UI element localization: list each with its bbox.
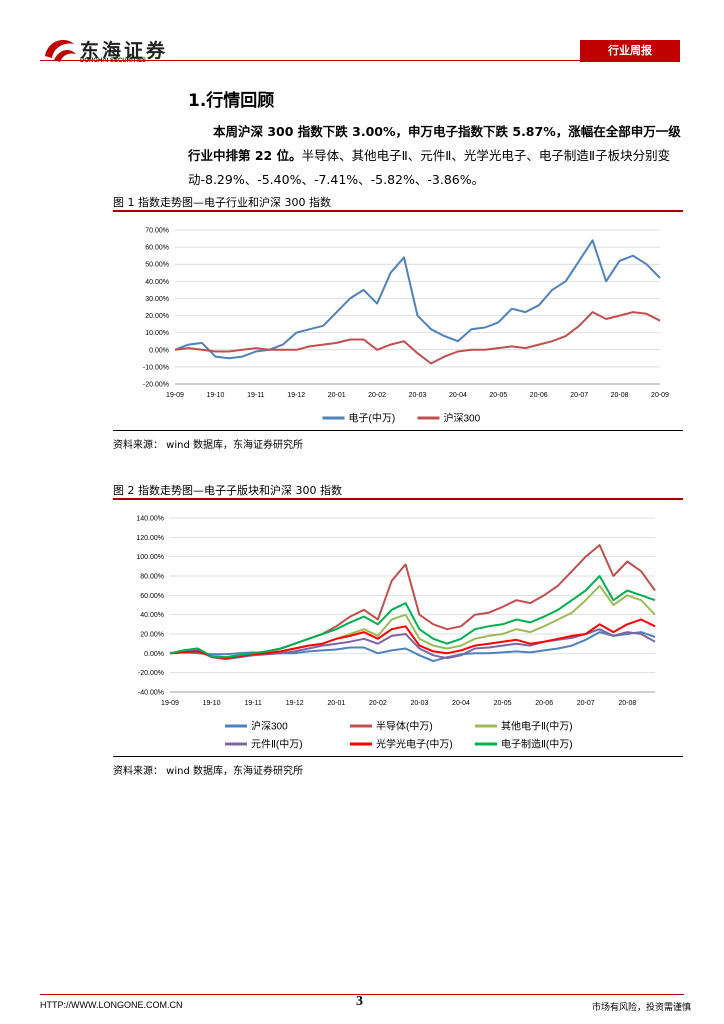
source-rule [113, 756, 683, 757]
x-tick-label: 20-08 [611, 392, 629, 399]
legend-label: 光学光电子(中万) [376, 738, 453, 751]
footer-url: HTTP://WWW.LONGONE.COM.CN [40, 1000, 183, 1010]
figure-source: 资料来源： wind 数据库，东海证券研究所 [113, 766, 303, 777]
series-line [174, 311, 661, 365]
series-line [169, 631, 656, 663]
x-tick-label: 20-05 [489, 392, 507, 399]
legend-label: 元件Ⅱ(中万) [251, 738, 303, 751]
y-tick-label: 30.00% [145, 296, 169, 303]
y-tick-label: 0.00% [149, 347, 169, 354]
y-tick-label: 60.00% [145, 245, 169, 252]
source-rule [113, 430, 683, 431]
y-tick-label: 120.00% [136, 535, 164, 542]
paragraph-normal: 半导体、其他电子Ⅱ、元件Ⅱ、光学光电子、电子制造Ⅱ子板块分别变动-8.29%、-… [188, 148, 671, 187]
y-tick-label: 60.00% [140, 593, 164, 600]
logo-icon [45, 40, 76, 62]
caption-rule [113, 498, 683, 500]
x-tick-label: 19-11 [244, 700, 261, 707]
x-tick-label: 20-07 [577, 700, 595, 707]
section-title: 1.行情回顾 [188, 91, 275, 111]
legend-label: 其他电子Ⅱ(中万) [501, 720, 573, 733]
figure-source: 资料来源： wind 数据库，东海证券研究所 [113, 440, 303, 451]
x-tick-label: 20-02 [368, 392, 386, 399]
x-tick-label: 20-03 [410, 700, 428, 707]
caption-rule [113, 210, 683, 212]
logo-en: DONGHAI SECURITIES [80, 58, 147, 64]
x-tick-label: 20-04 [449, 392, 467, 399]
x-tick-label: 20-01 [328, 392, 346, 399]
y-tick-label: -20.00% [138, 670, 164, 677]
x-tick-label: 20-01 [327, 700, 345, 707]
paragraph-bold: 本周沪深 300 指数下跌 3.00%，申万电子指数下跌 5.87%，涨幅在全部… [188, 124, 681, 163]
series-line [169, 584, 656, 659]
x-tick-label: 19-09 [161, 700, 179, 707]
chart: -40.00% -20.00% 0.00% 20.00% 40.00% 60.00% 80.… [136, 516, 656, 751]
footer-note: 市场有风险，投资需谨慎 [592, 1003, 692, 1013]
page-number: 3 [356, 994, 363, 1009]
legend-label: 电子制造Ⅱ(中万) [501, 738, 573, 751]
figure-caption: 图 2 指数走势图—电子子版块和沪深 300 指数 [113, 484, 342, 497]
x-tick-label: 20-07 [570, 392, 588, 399]
x-tick-label: 20-03 [409, 392, 427, 399]
x-tick-label: 20-02 [369, 700, 387, 707]
x-tick-label: 19-10 [206, 392, 224, 399]
x-tick-label: 20-06 [530, 392, 548, 399]
x-tick-label: 20-06 [535, 700, 553, 707]
chart: -20.00% -10.00% 0.00% 10.00% 20.00% 30.00% 40.… [143, 228, 669, 425]
y-tick-label: 0.00% [144, 651, 164, 658]
x-tick-label: 19-12 [286, 700, 304, 707]
x-tick-label: 20-08 [618, 700, 636, 707]
y-tick-label: 20.00% [145, 313, 169, 320]
x-tick-label: 20-04 [452, 700, 470, 707]
y-tick-label: 80.00% [140, 574, 164, 581]
paragraph: 本周沪深 300 指数下跌 3.00%，申万电子指数下跌 5.87%，涨幅在全部… [188, 120, 688, 192]
y-tick-label: -10.00% [143, 364, 169, 371]
legend-label: 电子(中万) [349, 412, 396, 425]
x-tick-label: 19-12 [287, 392, 305, 399]
figure-caption: 图 1 指数走势图—电子行业和沪深 300 指数 [113, 196, 331, 209]
y-tick-label: 140.00% [136, 516, 164, 523]
legend-label: 沪深300 [444, 412, 481, 425]
y-tick-label: 50.00% [145, 262, 169, 269]
y-tick-label: 70.00% [145, 228, 169, 235]
y-tick-label: 10.00% [145, 330, 169, 337]
series-line [174, 239, 661, 360]
series-line [169, 575, 656, 659]
x-tick-label: 20-05 [494, 700, 512, 707]
y-tick-label: 40.00% [145, 279, 169, 286]
footer-rule [40, 994, 684, 995]
y-tick-label: 20.00% [140, 632, 164, 639]
y-tick-label: 40.00% [140, 612, 164, 619]
logo-text: 东海证券 [80, 40, 169, 62]
header-tag: 行业周报 [580, 40, 680, 62]
y-tick-label: -40.00% [138, 690, 164, 697]
x-tick-label: 19-10 [203, 700, 221, 707]
legend-label: 半导体(中万) [376, 720, 433, 733]
legend-label: 沪深300 [251, 720, 288, 733]
x-tick-label: 19-11 [247, 392, 264, 399]
x-tick-label: 19-09 [166, 392, 184, 399]
y-tick-label: -20.00% [143, 382, 169, 389]
y-tick-label: 100.00% [136, 554, 164, 561]
x-tick-label: 20-09 [651, 392, 669, 399]
header-rule [40, 60, 580, 61]
